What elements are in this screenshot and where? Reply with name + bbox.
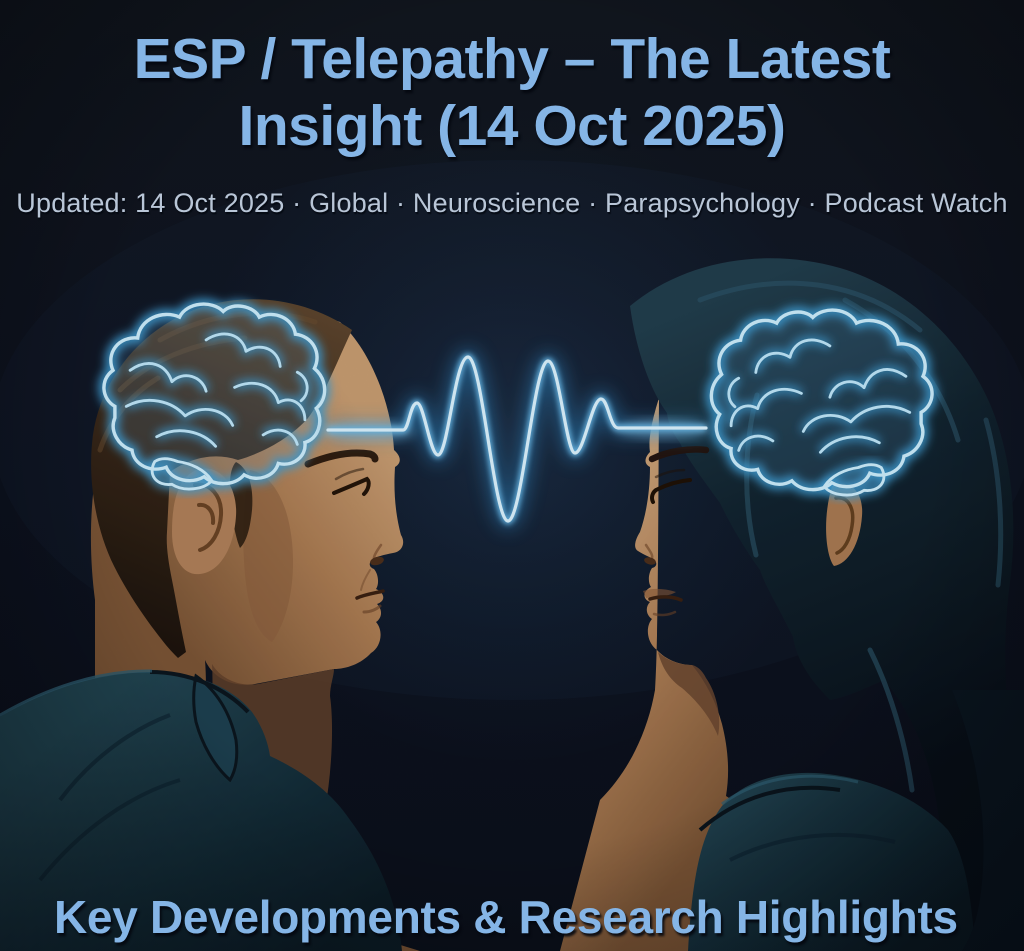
- page-title-line1: ESP / Telepathy – The Latest: [133, 27, 891, 91]
- page-title-line2: Insight (14 Oct 2025): [238, 94, 786, 159]
- footer-heading: Key Developments & Research Highlights: [54, 891, 958, 943]
- page-title: ESP / Telepathy – The Latest Insight (14…: [0, 26, 1024, 161]
- meta-line: Updated: 14 Oct 2025 · Global · Neurosci…: [16, 188, 1008, 218]
